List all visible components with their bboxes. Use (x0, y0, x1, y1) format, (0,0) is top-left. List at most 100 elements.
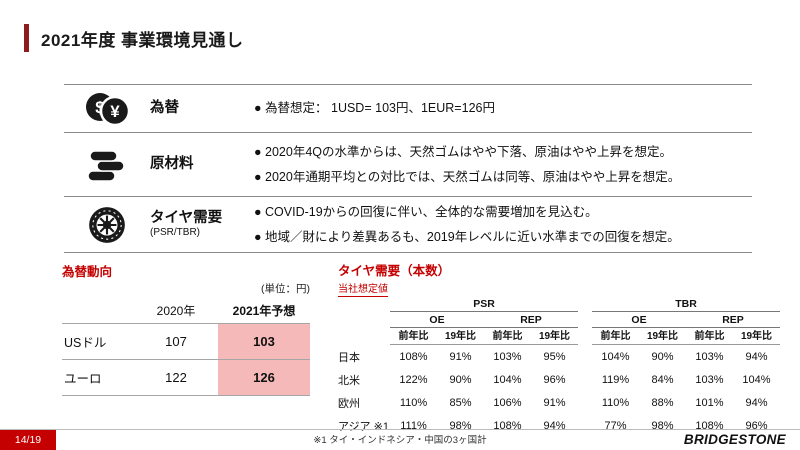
tire-value-cell: 98% (651, 419, 674, 432)
tire-table-source-note: 当社想定値 (338, 280, 388, 297)
env-label-tire-demand: タイヤ需要 (PSR/TBR) (150, 209, 254, 240)
env-label-tire-demand-sub: (PSR/TBR) (150, 227, 200, 239)
tire-value-cell: 90% (651, 350, 674, 363)
fx-table-title: 為替動向 (62, 265, 113, 279)
tire-header-blank (338, 328, 390, 345)
bridgestone-logo: BRIDGESTONE (683, 432, 786, 447)
tire-value-cell: 77% (604, 419, 627, 432)
tire-value-cell: 110% (399, 396, 428, 409)
tire-value-cell: 122% (399, 373, 428, 386)
tire-value-cell: 94% (543, 419, 566, 432)
tire-value-cell: 103% (695, 373, 724, 386)
tire-row-label: 欧州 (338, 397, 360, 410)
tire-value-cell: 85% (449, 396, 472, 409)
tire-col-header: 前年比 (686, 328, 733, 345)
tire-value-cell: 95% (543, 350, 566, 363)
tire-value-cell: 106% (493, 396, 522, 409)
page-title-block: 2021年度 事業環境見通し (24, 24, 244, 52)
tire-col-header: 19年比 (437, 328, 484, 345)
env-row-raw-materials: 原材料 ● 2020年4Qの水準からは、天然ゴムはやや下落、原油はやや上昇を想定… (64, 132, 752, 196)
tire-value-cell: 91% (543, 396, 566, 409)
tire-value-cell: 108% (493, 419, 522, 432)
tire-value-cell: 88% (651, 396, 674, 409)
tire-value-cell: 110% (601, 396, 630, 409)
tire-col-header: 前年比 (592, 328, 639, 345)
page-number-badge: 14/19 (0, 430, 56, 450)
fx-value-eur-2021: 126 (218, 360, 310, 396)
tire-gap (578, 368, 592, 391)
tire-value-cell: 91% (449, 350, 472, 363)
env-label-raw-materials: 原材料 (150, 156, 194, 173)
tire-col-header: 前年比 (390, 328, 437, 345)
tire-gap (578, 345, 592, 368)
tire-header-blank (338, 296, 390, 312)
tire-col-header: 19年比 (531, 328, 578, 345)
tire-value-cell: 103% (493, 350, 522, 363)
env-bullets-exchange: ● 為替想定： 1USD= 103円、1EUR=126円 (254, 96, 752, 120)
environment-table: $ ¥ 為替 ● 為替想定： 1USD= 103円、1EUR=126円 (64, 84, 752, 253)
tire-value-cell: 104% (493, 373, 522, 386)
env-label-exchange: 為替 (150, 100, 179, 117)
tire-row-label: 北米 (338, 374, 360, 387)
tire-value-cell: 94% (745, 350, 768, 363)
tire-value-cell: 90% (449, 373, 472, 386)
env-row-tire-demand: タイヤ需要 (PSR/TBR) ● COVID-19からの回復に伴い、全体的な需… (64, 196, 752, 252)
tire-value-cell: 96% (745, 419, 768, 432)
tire-value-cell: 94% (745, 396, 768, 409)
tire-gap (578, 391, 592, 414)
tire-value-cell: 103% (695, 350, 724, 363)
fx-table: 2020年 2021年予想 USドル 107 103 ユーロ 122 126 (62, 298, 310, 396)
env-label-tire-demand-main: タイヤ需要 (150, 210, 223, 227)
tire-col-header: 19年比 (639, 328, 686, 345)
tire-sub-psr-rep: REP (484, 312, 578, 328)
fx-header-blank (62, 298, 134, 324)
tire-group-tbr: TBR (592, 296, 780, 312)
env-bullet: ● 2020年通期平均との対比では、天然ゴムは同等、原油はやや上昇を想定。 (254, 169, 681, 184)
env-bullet: ● 地域／財により差異あるも、2019年レベルに近い水準までの回復を想定。 (254, 229, 680, 244)
env-bullets-raw-materials: ● 2020年4Qの水準からは、天然ゴムはやや下落、原油はやや上昇を想定。 ● … (254, 140, 752, 189)
tire-col-header: 前年比 (484, 328, 531, 345)
svg-text:¥: ¥ (110, 102, 120, 121)
tire-gap (578, 328, 592, 345)
env-bullet: ● COVID-19からの回復に伴い、全体的な需要増加を見込む。 (254, 205, 598, 220)
tire-value-cell: 119% (601, 373, 630, 386)
env-bullet: ● 為替想定： 1USD= 103円、1EUR=126円 (254, 101, 495, 116)
fx-value-usd-2020: 107 (134, 324, 218, 360)
tire-demand-table: PSR TBR OE REP OE REP 前年比 19年比 前年比 19年比 … (338, 296, 780, 437)
tire-icon (64, 204, 150, 246)
tire-group-psr: PSR (390, 296, 578, 312)
tire-gap (578, 296, 592, 312)
fx-value-eur-2020: 122 (134, 360, 218, 396)
tire-value-cell: 108% (695, 419, 724, 432)
tire-col-header: 19年比 (733, 328, 780, 345)
tire-sub-tbr-rep: REP (686, 312, 780, 328)
tire-value-cell: 98% (449, 419, 472, 432)
raw-materials-icon (64, 143, 150, 187)
tire-value-cell: 96% (543, 373, 566, 386)
fx-row-label-usd: USドル (62, 324, 134, 360)
env-bullets-tire-demand: ● COVID-19からの回復に伴い、全体的な需要増加を見込む。 ● 地域／財に… (254, 200, 752, 249)
env-row-exchange: $ ¥ 為替 ● 為替想定： 1USD= 103円、1EUR=126円 (64, 84, 752, 132)
tire-value-cell: 104% (601, 350, 630, 363)
fx-header-2021-forecast: 2021年予想 (218, 298, 310, 324)
tire-value-cell: 108% (399, 350, 428, 363)
footer-divider (0, 429, 800, 430)
tire-value-cell: 111% (400, 419, 427, 432)
fx-row-label-eur: ユーロ (62, 360, 134, 396)
tire-sub-psr-oe: OE (390, 312, 484, 328)
page-title: 2021年度 事業環境見通し (41, 30, 244, 50)
tire-sub-tbr-oe: OE (592, 312, 686, 328)
footnote: ※1 タイ・インドネシア・中国の3ヶ国計 (313, 435, 487, 446)
tire-value-cell: 101% (695, 396, 724, 409)
currency-icon: $ ¥ (64, 90, 150, 128)
tire-header-blank (338, 312, 390, 328)
tire-value-cell: 104% (742, 373, 771, 386)
fx-value-usd-2021: 103 (218, 324, 310, 360)
tire-table-title: タイヤ需要（本数） (338, 264, 451, 278)
fx-header-2020: 2020年 (134, 298, 218, 324)
env-bullet: ● 2020年4Qの水準からは、天然ゴムはやや下落、原油はやや上昇を想定。 (254, 145, 673, 160)
tire-value-cell: 84% (651, 373, 674, 386)
tire-gap (578, 312, 592, 328)
tire-row-label: 日本 (338, 351, 360, 364)
